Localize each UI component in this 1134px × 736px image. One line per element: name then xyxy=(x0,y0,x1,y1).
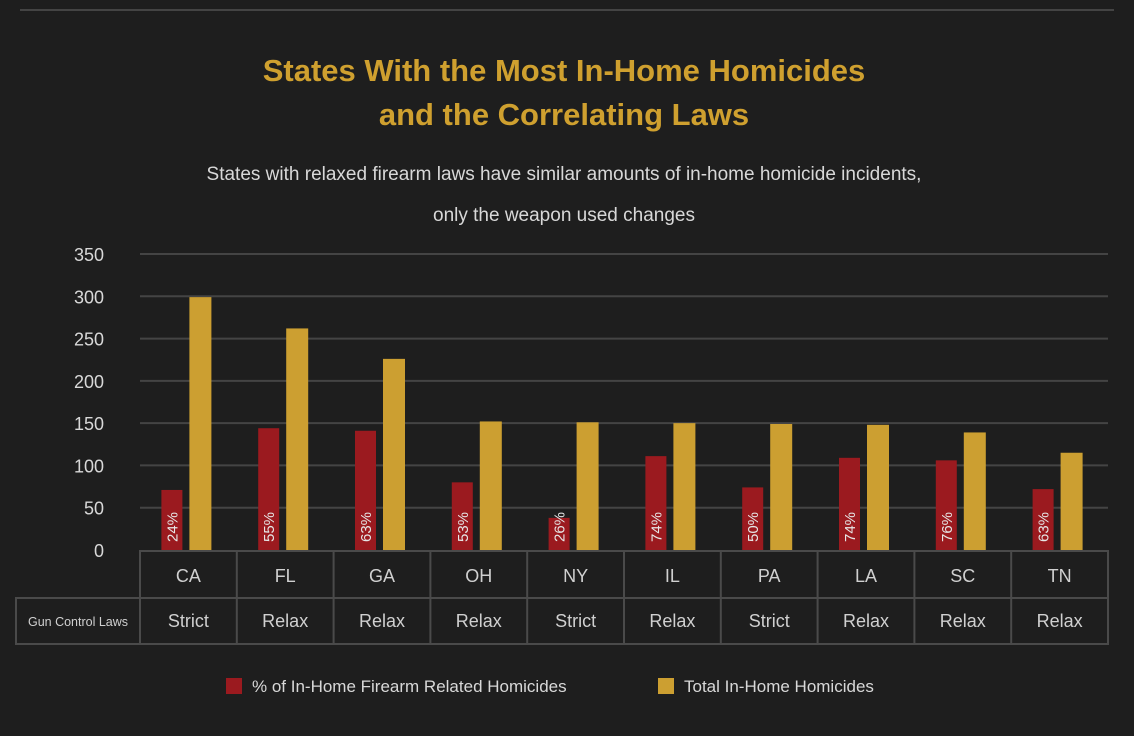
x-tick-label: OH xyxy=(465,566,492,586)
x-tick-label: IL xyxy=(665,566,680,586)
bar-total-OH xyxy=(479,421,502,550)
bar-firearm-pct-TN xyxy=(1032,489,1054,550)
law-cell-IL: Relax xyxy=(649,611,695,631)
bar-total-FL xyxy=(286,328,309,550)
legend-swatch-firearm-pct xyxy=(226,678,242,694)
chart-subtitle-line-1: States with relaxed firearm laws have si… xyxy=(207,164,922,185)
chart-title-line-2: and the Correlating Laws xyxy=(379,97,749,132)
law-cell-LA: Relax xyxy=(843,611,889,631)
bar-total-PA xyxy=(770,423,793,550)
law-cell-FL: Relax xyxy=(262,611,308,631)
x-tick-label: LA xyxy=(855,566,877,586)
law-cell-TN: Relax xyxy=(1037,611,1083,631)
bar-total-GA xyxy=(383,358,405,550)
x-tick-label: TN xyxy=(1048,566,1072,586)
chart-subtitle-line-2: only the weapon used changes xyxy=(433,205,695,226)
law-cell-OH: Relax xyxy=(456,611,502,631)
y-tick-label: 100 xyxy=(74,456,104,476)
data-label-PA: 50% xyxy=(745,512,762,542)
data-label-FL: 55% xyxy=(261,512,278,542)
bar-total-SC xyxy=(963,432,986,550)
data-label-CA: 24% xyxy=(164,512,181,542)
x-tick-label: PA xyxy=(758,566,781,586)
data-label-OH: 53% xyxy=(455,512,472,542)
data-label-NY: 26% xyxy=(552,512,569,542)
y-tick-label: 300 xyxy=(74,287,104,307)
laws-row xyxy=(15,597,1109,645)
y-tick-label: 250 xyxy=(74,330,104,350)
law-cell-CA: Strict xyxy=(168,611,209,631)
bar-firearm-pct-CA xyxy=(161,489,183,550)
legend-swatch-total xyxy=(658,678,674,694)
data-label-SC: 76% xyxy=(939,512,956,542)
data-label-GA: 63% xyxy=(358,512,375,542)
data-label-LA: 74% xyxy=(842,512,859,542)
bar-total-CA xyxy=(189,297,212,550)
x-tick-label: FL xyxy=(275,566,296,586)
y-tick-label: 350 xyxy=(74,245,104,265)
bar-total-TN xyxy=(1060,452,1083,550)
y-tick-label: 200 xyxy=(74,372,104,392)
bar-firearm-pct-LA xyxy=(839,457,860,550)
bar-firearm-pct-GA xyxy=(355,430,376,550)
chart-title-line-1: States With the Most In-Home Homicides xyxy=(263,53,866,88)
law-cell-SC: Relax xyxy=(940,611,986,631)
legend-label-total: Total In-Home Homicides xyxy=(684,677,874,696)
y-tick-label: 50 xyxy=(84,499,104,519)
x-tick-label: GA xyxy=(369,566,395,586)
table-row-label: Gun Control Laws xyxy=(28,615,128,629)
data-label-IL: 74% xyxy=(648,512,665,542)
x-tick-label: SC xyxy=(950,566,975,586)
bar-firearm-pct-IL xyxy=(645,456,667,550)
law-cell-PA: Strict xyxy=(749,611,790,631)
bar-firearm-pct-NY xyxy=(548,517,570,550)
bar-firearm-pct-PA xyxy=(742,487,764,550)
x-tick-label: CA xyxy=(176,566,201,586)
y-tick-label: 150 xyxy=(74,414,104,434)
y-tick-label: 0 xyxy=(94,541,104,561)
x-tick-label: NY xyxy=(563,566,588,586)
bar-total-IL xyxy=(673,423,696,550)
legend-label-firearm-pct: % of In-Home Firearm Related Homicides xyxy=(252,677,567,696)
bar-firearm-pct-SC xyxy=(935,460,957,550)
bar-firearm-pct-FL xyxy=(258,428,280,550)
law-cell-GA: Relax xyxy=(359,611,405,631)
bar-total-NY xyxy=(576,422,599,550)
bar-firearm-pct-OH xyxy=(451,482,473,550)
bar-total-LA xyxy=(867,424,889,550)
law-cell-NY: Strict xyxy=(555,611,596,631)
data-label-TN: 63% xyxy=(1036,512,1053,542)
